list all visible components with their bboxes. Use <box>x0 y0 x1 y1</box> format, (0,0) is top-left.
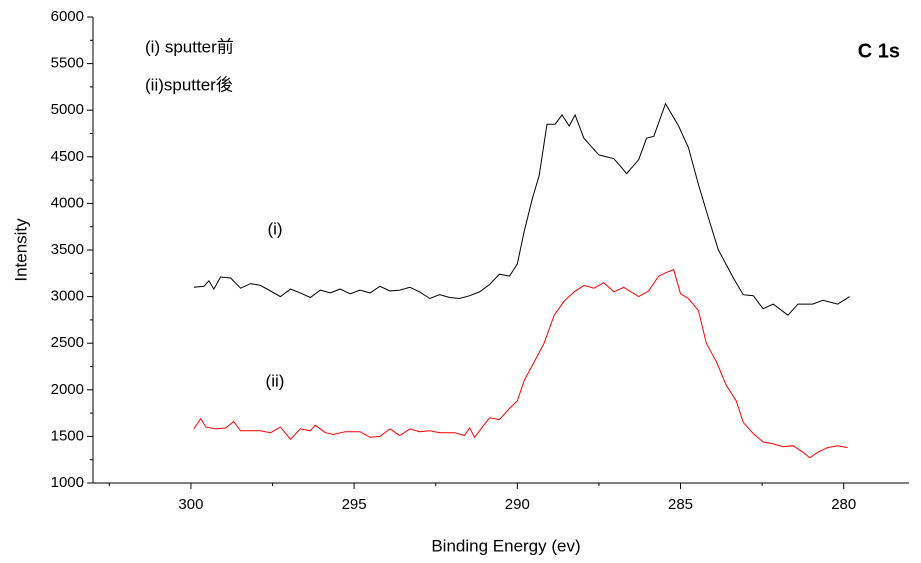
y-tick-label: 1500 <box>51 427 84 444</box>
series-label: (ii) <box>266 371 285 390</box>
y-tick-label: 3000 <box>51 288 84 305</box>
x-axis-title: Binding Energy (ev) <box>431 536 580 555</box>
x-tick-label: 295 <box>342 496 367 513</box>
y-tick-label: 5500 <box>51 55 84 72</box>
y-axis-title: Intensity <box>11 218 30 282</box>
y-tick-label: 2000 <box>51 381 84 398</box>
annotation: (ii)sputter後 <box>145 75 233 94</box>
y-tick-label: 2500 <box>51 334 84 351</box>
annotation: (i) sputter前 <box>145 37 234 56</box>
y-tick-label: 4000 <box>51 194 84 211</box>
x-tick-label: 300 <box>178 496 203 513</box>
y-tick-label: 3500 <box>51 241 84 258</box>
series-label: (i) <box>267 219 282 238</box>
series-line <box>193 268 848 459</box>
y-tick-label: 1000 <box>51 474 84 491</box>
x-tick-label: 285 <box>668 496 693 513</box>
annotation: C 1s <box>858 40 900 62</box>
series-line <box>193 102 850 316</box>
x-tick-label: 290 <box>505 496 530 513</box>
x-tick-label: 280 <box>831 496 856 513</box>
y-tick-label: 5000 <box>51 101 84 118</box>
y-tick-label: 6000 <box>51 8 84 25</box>
y-tick-label: 4500 <box>51 148 84 165</box>
